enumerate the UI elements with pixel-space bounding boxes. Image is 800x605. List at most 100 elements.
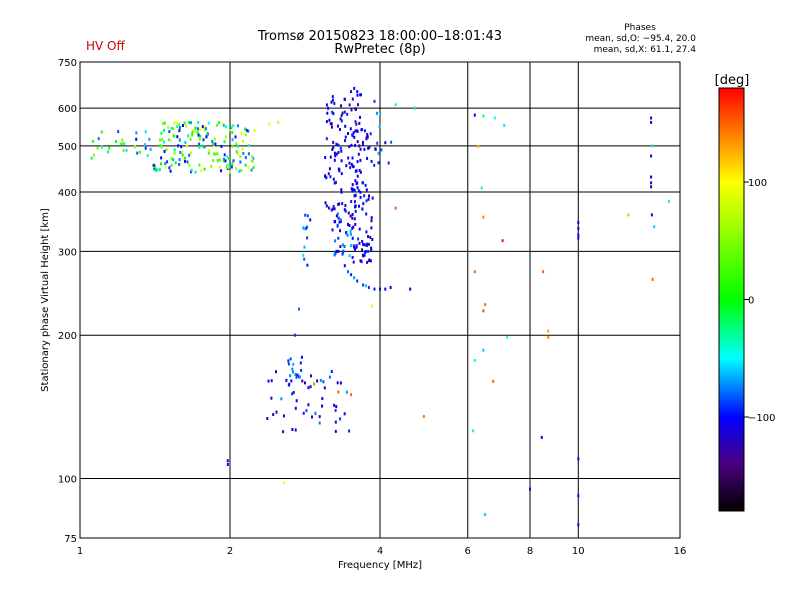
data-point bbox=[367, 242, 370, 246]
plot-frame bbox=[79, 61, 681, 539]
data-point bbox=[361, 207, 364, 211]
data-point bbox=[291, 370, 294, 374]
data-point bbox=[354, 193, 357, 197]
data-point bbox=[214, 142, 217, 146]
data-point bbox=[577, 523, 580, 527]
data-point bbox=[341, 111, 344, 115]
data-point bbox=[196, 127, 199, 131]
data-point bbox=[472, 429, 475, 433]
data-point bbox=[364, 250, 367, 253]
data-point bbox=[336, 223, 339, 227]
data-point bbox=[358, 144, 361, 148]
data-point bbox=[183, 121, 186, 125]
data-point bbox=[339, 417, 342, 421]
data-point bbox=[295, 399, 298, 403]
data-point bbox=[184, 140, 187, 144]
data-point bbox=[351, 213, 354, 216]
data-point bbox=[373, 99, 376, 103]
data-point bbox=[204, 125, 207, 129]
data-point bbox=[355, 107, 357, 111]
data-point bbox=[331, 110, 334, 114]
data-point bbox=[203, 145, 206, 149]
data-point bbox=[362, 140, 364, 144]
data-point bbox=[376, 111, 378, 115]
data-point bbox=[234, 135, 237, 139]
data-point bbox=[365, 199, 368, 203]
data-point bbox=[169, 139, 172, 142]
data-point bbox=[235, 142, 238, 146]
data-point bbox=[290, 379, 293, 383]
data-point bbox=[327, 206, 330, 210]
data-point bbox=[354, 223, 357, 226]
data-point bbox=[365, 137, 368, 141]
data-point bbox=[367, 249, 370, 253]
data-point bbox=[321, 404, 323, 408]
data-point bbox=[178, 163, 181, 166]
data-point bbox=[230, 165, 233, 169]
data-point bbox=[413, 106, 416, 110]
data-point bbox=[297, 307, 300, 311]
data-point bbox=[174, 161, 177, 165]
data-point bbox=[232, 124, 235, 128]
data-point bbox=[292, 391, 295, 394]
phase-title: Phases bbox=[624, 23, 656, 33]
data-point bbox=[336, 381, 339, 385]
data-point bbox=[361, 253, 364, 257]
data-point bbox=[540, 435, 543, 439]
data-point bbox=[492, 379, 495, 383]
x-tick-label: 4 bbox=[377, 546, 383, 557]
data-point bbox=[194, 126, 197, 130]
data-point bbox=[186, 144, 189, 148]
data-point bbox=[168, 130, 171, 134]
data-point bbox=[506, 335, 509, 339]
data-point bbox=[310, 374, 312, 378]
data-point bbox=[146, 154, 149, 157]
data-point bbox=[231, 138, 234, 142]
data-point bbox=[159, 144, 162, 148]
colorbar-tick-label: −100 bbox=[748, 413, 775, 424]
data-point bbox=[309, 218, 312, 222]
data-point bbox=[355, 169, 358, 173]
data-point bbox=[224, 125, 227, 129]
data-point bbox=[340, 219, 342, 223]
data-point bbox=[218, 158, 221, 162]
data-point bbox=[240, 169, 243, 173]
data-point bbox=[325, 103, 328, 107]
data-point bbox=[359, 190, 362, 194]
data-point bbox=[356, 174, 359, 178]
data-point bbox=[332, 112, 335, 116]
data-point bbox=[332, 140, 335, 144]
data-point bbox=[370, 249, 373, 252]
data-point bbox=[328, 167, 331, 171]
data-point bbox=[226, 165, 229, 169]
data-point bbox=[542, 270, 545, 274]
data-point bbox=[334, 429, 337, 433]
data-point bbox=[577, 227, 580, 231]
data-point bbox=[355, 246, 358, 249]
data-point bbox=[352, 131, 355, 135]
data-point bbox=[318, 415, 321, 419]
data-point bbox=[340, 149, 343, 153]
data-point bbox=[272, 413, 275, 416]
phase-mean-x: mean, sd,X: 61.1, 27.4 bbox=[594, 45, 697, 55]
chart-title: Tromsø 20150823 18:00:00–18:01:43 bbox=[257, 29, 502, 44]
data-point bbox=[350, 108, 353, 112]
data-point bbox=[350, 393, 353, 397]
data-point bbox=[367, 235, 369, 238]
data-point bbox=[356, 140, 359, 144]
data-point bbox=[343, 97, 346, 101]
data-point bbox=[298, 375, 301, 379]
data-point bbox=[349, 214, 352, 218]
data-point bbox=[189, 121, 192, 125]
data-point bbox=[213, 137, 216, 141]
data-point bbox=[164, 162, 167, 165]
data-point bbox=[363, 243, 366, 247]
data-point bbox=[366, 132, 369, 136]
colorbar bbox=[718, 87, 745, 512]
data-point bbox=[117, 130, 120, 134]
data-point bbox=[252, 166, 255, 169]
data-point bbox=[362, 242, 365, 246]
x-tick-label: 10 bbox=[572, 546, 585, 557]
data-point bbox=[337, 124, 339, 128]
